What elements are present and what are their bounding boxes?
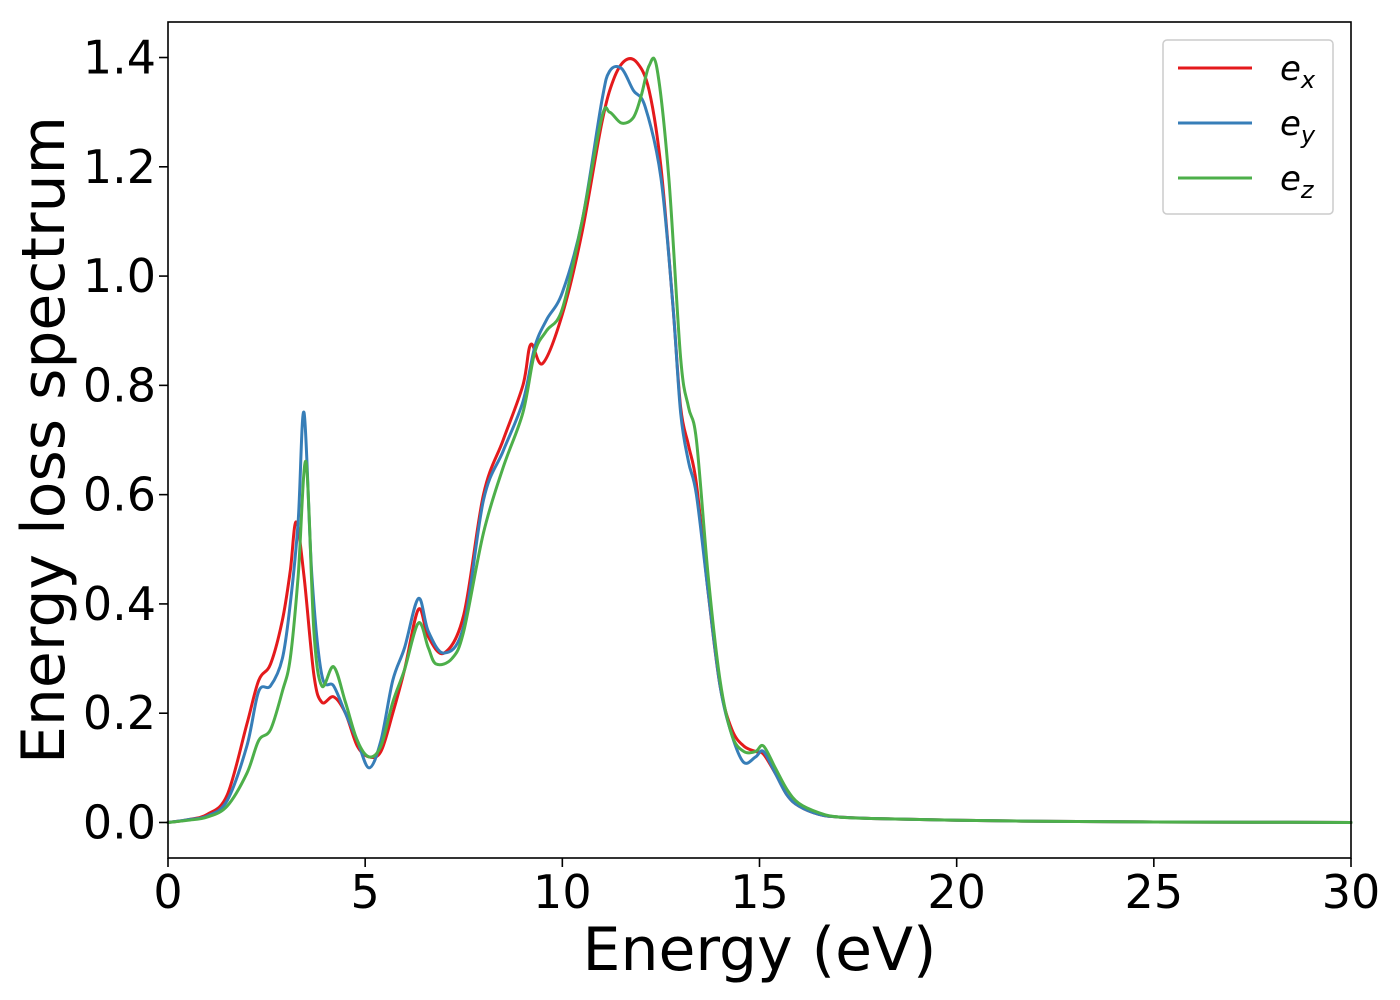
y-tick-label: 0.2 — [83, 686, 156, 740]
x-tick-label: 0 — [153, 865, 182, 919]
x-axis-label: Energy (eV) — [583, 915, 937, 985]
legend-frame — [1162, 39, 1334, 215]
series-line-e-y — [166, 64, 1353, 824]
y-tick-label: 0.4 — [83, 577, 156, 631]
x-tick-label: 20 — [927, 865, 986, 919]
series-layer — [166, 56, 1353, 824]
y-tick-label: 1.2 — [83, 140, 156, 194]
legend-label-subscript: y — [1300, 121, 1316, 149]
x-tick-label: 15 — [730, 865, 789, 919]
y-axis-label: Energy loss spectrum — [9, 116, 79, 764]
x-tick-label: 25 — [1125, 865, 1184, 919]
y-axis-ticks: 0.0 0.2 0.4 0.6 0.8 1.0 1.2 1.4 — [83, 31, 168, 849]
legend-label-subscript: x — [1300, 66, 1316, 94]
legend-label-base: e — [1280, 104, 1301, 144]
legend-label-base: e — [1280, 49, 1301, 89]
x-tick-label: 10 — [533, 865, 592, 919]
legend-label-subscript: z — [1300, 176, 1315, 204]
x-axis-ticks: 0 5 10 15 20 25 30 — [153, 858, 1380, 919]
y-tick-label: 1.0 — [83, 249, 156, 303]
legend-label: ex — [1280, 49, 1316, 94]
y-tick-label: 1.4 — [83, 31, 156, 85]
legend-label: ez — [1280, 159, 1315, 204]
legend-label-base: e — [1280, 159, 1301, 199]
y-tick-label: 0.8 — [83, 358, 156, 412]
plot-background — [168, 22, 1351, 858]
series-line-e-z — [166, 56, 1353, 824]
y-tick-label: 0.0 — [83, 795, 156, 849]
x-tick-label: 5 — [351, 865, 380, 919]
legend-label: ey — [1280, 104, 1316, 149]
x-tick-label: 30 — [1322, 865, 1381, 919]
y-tick-label: 0.6 — [83, 468, 156, 522]
